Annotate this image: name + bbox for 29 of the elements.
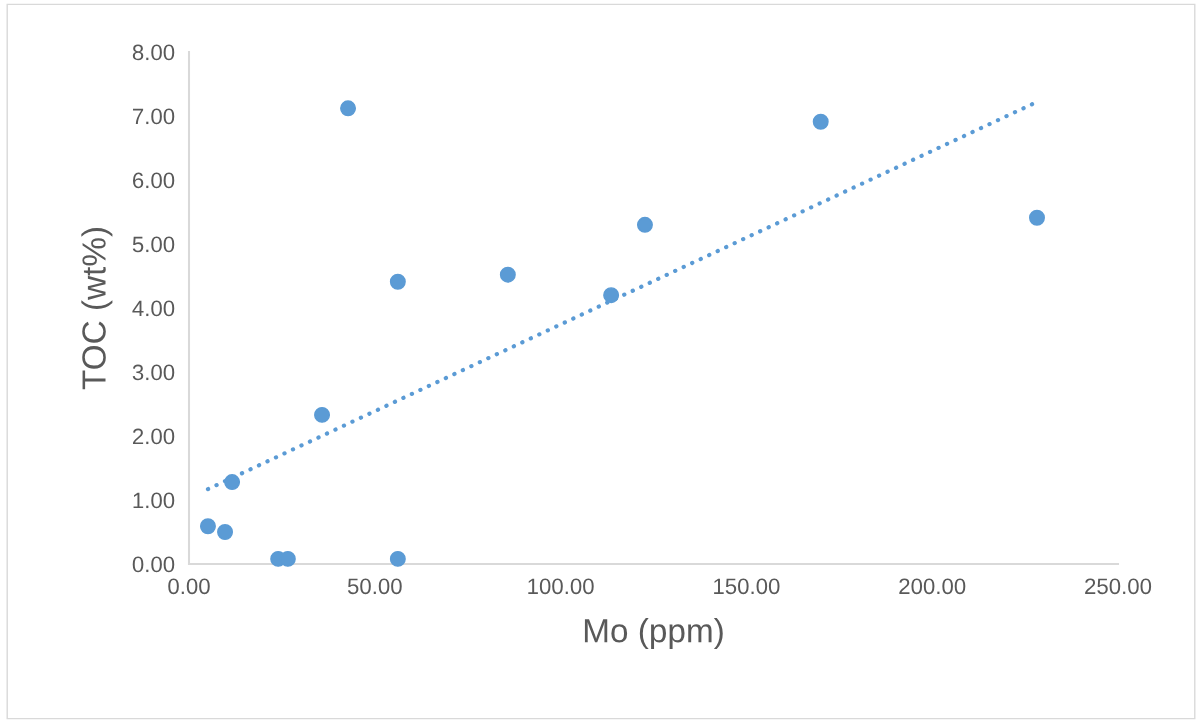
- y-axis-title: TOC (wt%): [81, 227, 113, 390]
- y-tick-label: 1.00: [133, 492, 175, 509]
- y-tick-label: 5.00: [132, 236, 175, 253]
- point: [340, 100, 357, 117]
- x-axis-title: Mo (ppm): [584, 618, 723, 650]
- point: [389, 273, 406, 290]
- x-tick-label: 250.00: [1085, 578, 1152, 595]
- x-tick-label: 200.00: [899, 578, 966, 595]
- point: [499, 266, 516, 283]
- y-tick-label: 6.00: [132, 172, 175, 189]
- y-tick-label: 3.00: [132, 364, 175, 381]
- y-tick-label: 7.00: [133, 108, 175, 125]
- point: [224, 474, 241, 491]
- y-tick-label: 8.00: [132, 44, 175, 61]
- point: [199, 518, 216, 535]
- x-tick-label: 50.00: [347, 578, 402, 595]
- x-tick-label: 100.00: [528, 578, 594, 595]
- point: [812, 113, 829, 130]
- point: [1029, 209, 1045, 226]
- y-tick-label: 0.00: [132, 556, 175, 573]
- y-tick-label: 4.00: [132, 300, 175, 317]
- point: [636, 216, 653, 233]
- point: [217, 524, 234, 540]
- point: [603, 287, 620, 304]
- y-tick-label: 2.00: [132, 428, 175, 445]
- point: [314, 406, 331, 423]
- x-tick-label: 150.00: [714, 578, 780, 595]
- point: [389, 550, 406, 567]
- x-tick-label: 0.00: [168, 578, 210, 595]
